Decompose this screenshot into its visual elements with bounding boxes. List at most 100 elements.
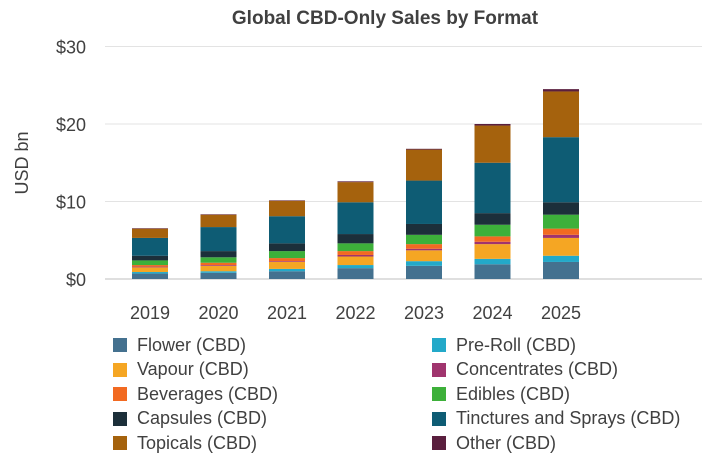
bar-segment [474,258,511,265]
legend-label: Vapour (CBD) [137,359,249,379]
bar-segment [269,216,305,244]
chart-title: Global CBD-Only Sales by Format [232,8,539,29]
legend-swatch [432,362,446,377]
bar-segment [543,261,579,279]
bar-segment [132,265,168,267]
bar-segment [406,265,442,279]
bar-segment [543,228,579,235]
bar-segment [200,214,237,215]
bar-segment [269,200,305,217]
bar-segment [200,227,237,252]
bar-segment [269,200,305,201]
bar-segment [406,148,442,150]
bar-segment [474,125,511,163]
bar-segment [132,267,168,273]
bar-segment [543,89,579,92]
x-tick-label: 2022 [335,303,375,323]
legend-item: Concentrates (CBD) [432,359,618,381]
bar-segment [543,214,579,229]
bar-segment [543,202,579,215]
y-axis-label: USD bn [12,131,32,194]
bar-segment [474,241,511,245]
bar-segment [269,268,305,272]
bar-segment [406,234,442,245]
bar-segment [132,228,168,229]
bar-segment [132,272,168,274]
bar-segment [543,237,579,256]
x-tick-label: 2019 [130,303,170,323]
bar-segment [200,257,237,263]
legend-item: Beverages (CBD) [113,383,278,405]
bar-segment [200,272,237,279]
x-tick-label: 2020 [198,303,238,323]
bar-segment [132,255,168,261]
bar-segment [406,149,442,181]
x-tick-label: 2021 [267,303,307,323]
bar-segment [132,273,168,279]
bar-segment [543,91,579,138]
bar-segment [337,181,374,183]
bar-segment [406,223,442,235]
bar-segment [269,261,305,269]
bar-segment [200,271,237,273]
bar-segment [406,244,442,249]
bar-segment [474,162,511,214]
bar-segment [269,271,305,279]
gridlines [105,46,702,280]
bars [132,89,579,279]
legend-swatch [113,411,127,426]
bar-segment [474,213,511,225]
bar-segment [543,137,579,203]
legend-label: Flower (CBD) [137,334,247,355]
bar-segment [406,261,442,266]
bar-segment [406,180,442,224]
legend-label: Edibles (CBD) [456,383,571,404]
y-axis-ticks: $0 $10 $20 $30 [56,38,86,291]
y-tick-label: $0 [66,270,86,290]
legend-swatch [432,338,446,352]
bar-segment [200,265,237,272]
bar-segment [132,237,168,256]
legend-item: Other (CBD) [432,432,556,454]
bar-segment [200,265,237,266]
legend-swatch [432,411,446,426]
legend-swatch [432,387,446,401]
x-axis-ticks: 2019 2020 2021 2022 2023 2024 2025 [130,303,581,323]
x-tick-label: 2024 [472,303,512,323]
bar-segment [269,251,305,259]
legend-label: Tinctures and Sprays (CBD) [456,408,681,428]
bar-segment [337,265,374,269]
legend-label: Concentrates (CBD) [456,359,619,379]
bar-segment [543,255,579,262]
bar-segment [406,250,442,262]
bar-segment [474,236,511,242]
legend-swatch [113,436,127,450]
legend-swatch [113,387,127,401]
x-tick-label: 2023 [404,303,444,323]
legend-item: Tinctures and Sprays (CBD) [432,408,680,430]
bar-segment [543,234,579,238]
legend-item: Edibles (CBD) [432,383,570,405]
bar-segment [337,251,374,255]
bar-segment [269,258,305,262]
legend-label: Beverages (CBD) [137,383,279,404]
bar-segment [337,254,374,257]
bar-segment [337,234,374,244]
bar-segment [406,248,442,251]
y-tick-label: $30 [56,38,86,58]
legend-label: Topicals (CBD) [137,432,258,453]
legend-item: Capsules (CBD) [113,408,267,430]
legend: Flower (CBD) Pre-Roll (CBD) Vapour (CBD) Co… [0,334,702,464]
bar-segment [474,124,511,126]
bar-segment [337,202,374,235]
legend-swatch [113,338,127,352]
bar-segment [200,251,237,258]
legend-item: Flower (CBD) [113,334,246,356]
bar-segment [269,261,305,262]
y-tick-label: $20 [56,115,86,135]
y-tick-label: $10 [56,193,86,213]
bar-segment [132,260,168,266]
x-tick-label: 2025 [541,303,581,323]
bar-segment [474,264,511,279]
bar-segment [132,228,168,238]
